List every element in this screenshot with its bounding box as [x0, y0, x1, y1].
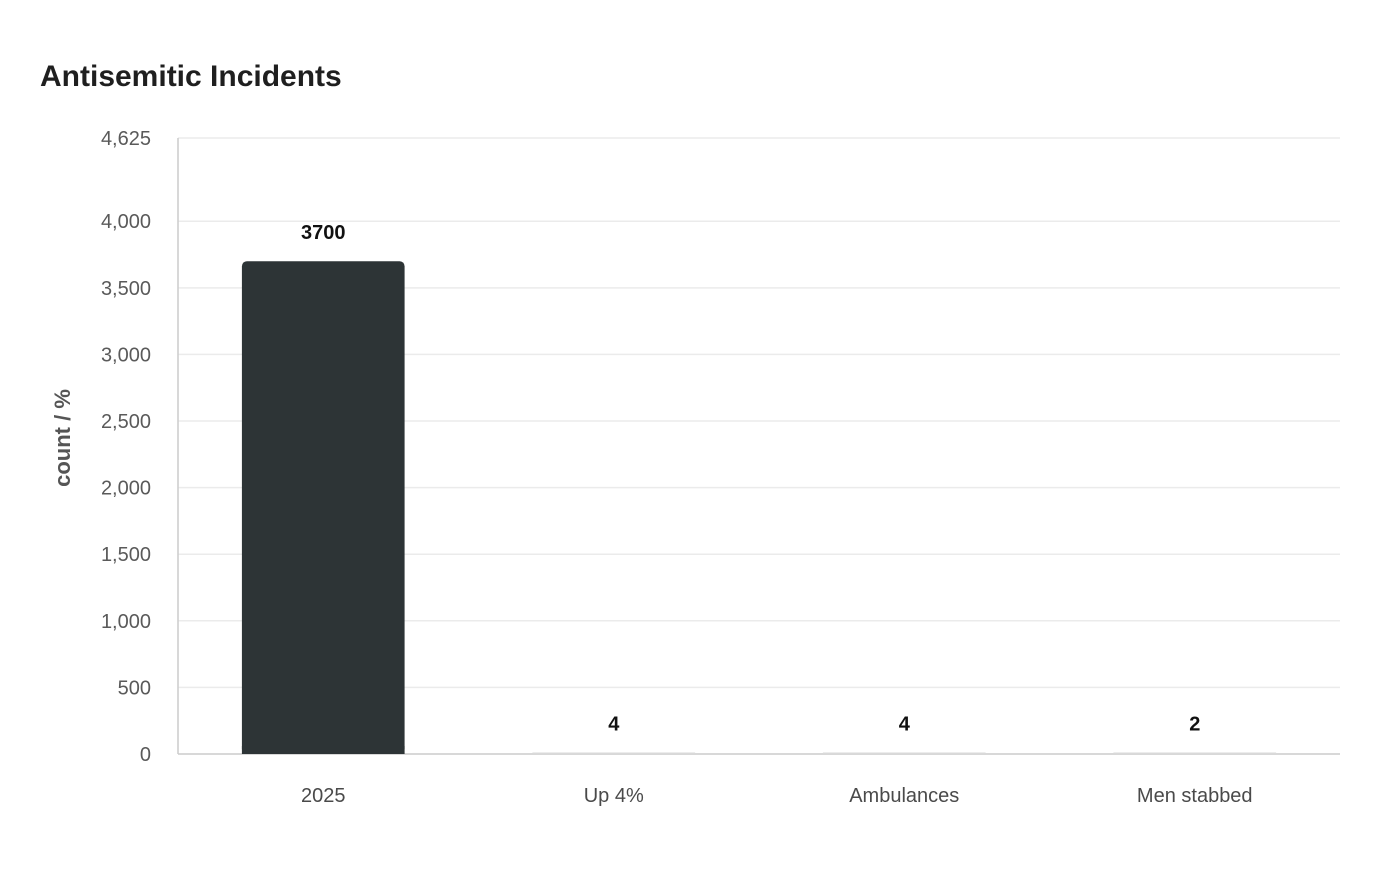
x-category-label: Up 4% — [584, 785, 644, 807]
y-axis-title: count / % — [50, 389, 75, 487]
x-category-label: Men stabbed — [1137, 785, 1253, 807]
labels: 0 500 1,000 1,500 2,000 2,500 3,000 3,500 4,000 4… — [101, 128, 1253, 807]
y-tick-label: 2,000 — [101, 478, 151, 500]
bar — [1113, 752, 1277, 754]
y-tick-label: 1,000 — [101, 611, 151, 633]
bar — [241, 261, 405, 754]
x-category-label: Ambulances — [849, 785, 959, 807]
bars — [241, 261, 1277, 754]
y-tick-label: 4,625 — [101, 128, 151, 150]
y-tick-label: 1,500 — [101, 544, 151, 566]
y-tick-label: 3,500 — [101, 278, 151, 300]
x-category-label: 2025 — [301, 785, 346, 807]
bar — [532, 752, 696, 754]
y-tick-label: 3,000 — [101, 344, 151, 366]
bar-base — [241, 746, 405, 754]
data-label: 4 — [608, 714, 620, 736]
data-label: 4 — [899, 714, 911, 736]
y-tick-label: 4,000 — [101, 211, 151, 233]
y-tick-label: 500 — [118, 677, 151, 699]
bar — [822, 752, 986, 754]
y-tick-label: 2,500 — [101, 411, 151, 433]
y-tick-label: 0 — [140, 744, 151, 766]
chart-title: Antisemitic Incidents — [40, 60, 342, 93]
data-label: 3700 — [301, 222, 346, 244]
data-label: 2 — [1189, 714, 1200, 736]
